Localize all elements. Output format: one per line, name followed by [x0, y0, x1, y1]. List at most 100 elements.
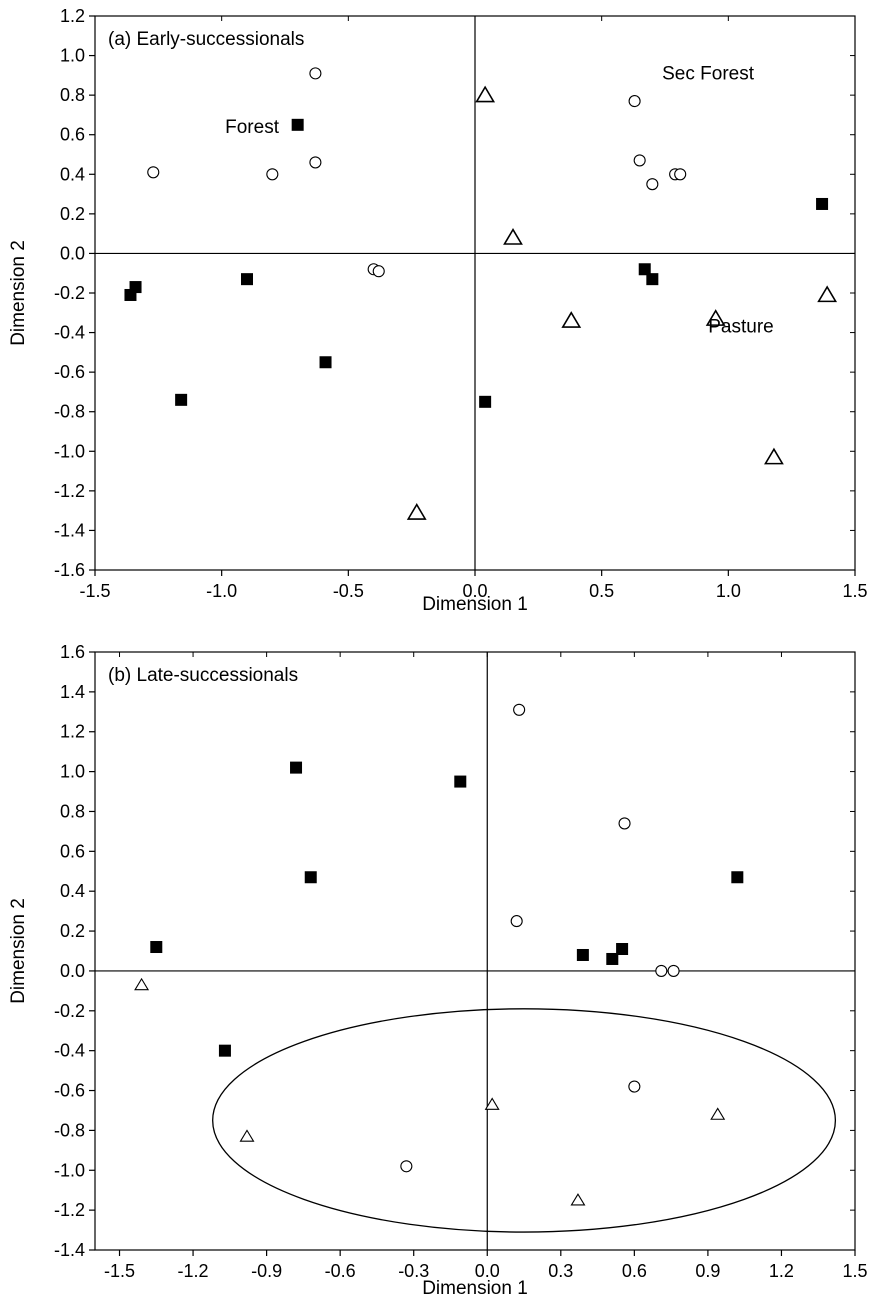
y-tick-label: 1.4 [60, 682, 85, 702]
data-point-square [290, 761, 303, 774]
y-axis-title: Dimension 2 [8, 240, 29, 346]
y-tick-label: 0.6 [60, 841, 85, 861]
y-axis-title: Dimension 2 [8, 898, 29, 1004]
data-point-triangle [817, 285, 838, 303]
y-tick-label: -0.2 [54, 1001, 85, 1021]
data-point-circle [372, 265, 385, 278]
x-tick-label: 1.5 [842, 1261, 867, 1281]
data-point-circle [266, 168, 279, 181]
data-point-circle [646, 178, 659, 191]
data-point-square [218, 1044, 231, 1057]
y-tick-label: 0.8 [60, 801, 85, 821]
data-point-square [291, 118, 304, 131]
y-tick-label: -0.4 [54, 1041, 85, 1061]
data-point-circle [667, 964, 680, 977]
y-tick-label: -1.0 [54, 1160, 85, 1180]
data-point-triangle [406, 503, 427, 520]
data-point-square [454, 775, 467, 788]
x-tick-label: 0.3 [548, 1261, 573, 1281]
x-tick-label: -0.5 [333, 581, 364, 601]
chart-panel-a: -1.5 -1.0 -0.5 0.0 0.5 1.0 1.5 1.2 1.0 0.8 0.6 0.4 0… [8, 6, 868, 615]
y-tick-label: -1.2 [54, 481, 85, 501]
y-tick-label: 1.0 [60, 762, 85, 782]
annotation-label: Pasture [708, 317, 773, 338]
data-point-circle [633, 154, 646, 167]
data-point-square [731, 871, 744, 884]
y-tick-label: 1.2 [60, 722, 85, 742]
y-tick-label: -0.2 [54, 283, 85, 303]
data-point-square [616, 943, 629, 956]
grouping-ellipse [212, 1008, 837, 1233]
x-tick-label: 0.6 [622, 1261, 647, 1281]
panel-label: (a) Early-successionals [108, 29, 304, 50]
y-tick-label: 0.2 [60, 921, 85, 941]
y-tick-label: 0.0 [60, 961, 85, 981]
data-point-square [241, 273, 253, 286]
data-point-square [319, 356, 332, 369]
data-point-square [816, 197, 829, 210]
x-tick-label: 0.0 [475, 1261, 500, 1281]
data-point-triangle [134, 977, 150, 991]
data-point-triangle [570, 1193, 586, 1206]
y-tick-label: 0.0 [60, 243, 85, 263]
plot-frame [94, 651, 856, 1251]
x-tick-label: -1.5 [79, 581, 110, 601]
data-point-square [304, 871, 317, 884]
annotation-label: Sec Forest [662, 63, 755, 84]
y-tick-label: -1.2 [54, 1200, 85, 1220]
x-tick-label: 0.5 [589, 581, 614, 601]
x-tick-label: 1.0 [716, 581, 741, 601]
data-point-circle [628, 1080, 641, 1093]
x-axis-title: Dimension 1 [422, 1278, 528, 1299]
data-point-triangle [503, 228, 523, 245]
y-tick-label: -1.6 [54, 560, 85, 580]
data-point-square [129, 281, 142, 294]
x-tick-label: 0.9 [695, 1261, 720, 1281]
x-tick-label: 1.5 [842, 581, 867, 601]
x-tick-label: -1.0 [206, 581, 237, 601]
data-point-square [175, 393, 188, 406]
x-tick-label: -1.2 [178, 1261, 209, 1281]
chart-panel-b: -1.5 -1.2 -0.9 -0.6 -0.3 0.0 0.3 0.6 0.9 1.2 1.5 1.… [8, 642, 868, 1299]
data-point-circle [147, 166, 160, 179]
x-axis-title: Dimension 1 [422, 594, 528, 615]
data-point-square [479, 395, 492, 408]
x-tick-label: 1.2 [769, 1261, 794, 1281]
x-tick-label: -0.9 [251, 1261, 282, 1281]
data-point-circle [309, 156, 322, 169]
data-point-circle [674, 168, 687, 181]
data-point-circle [309, 67, 322, 80]
y-tick-label: -0.6 [54, 1081, 85, 1101]
data-point-square [576, 948, 589, 961]
data-point-triangle [484, 1097, 500, 1110]
data-point-triangle [764, 447, 784, 465]
x-tick-label: -1.5 [104, 1261, 135, 1281]
data-point-circle [618, 817, 631, 830]
data-point-circle [628, 95, 641, 108]
y-tick-label: -0.4 [54, 323, 85, 343]
annotation-label: Forest [225, 117, 280, 138]
data-point-square [606, 952, 619, 965]
y-tick-label: 0.6 [60, 125, 85, 145]
y-tick-label: 1.6 [60, 642, 85, 662]
data-point-circle [513, 703, 526, 716]
data-point-circle [400, 1160, 413, 1173]
x-tick-label: -0.6 [325, 1261, 356, 1281]
data-point-circle [510, 915, 523, 928]
y-tick-label: 0.8 [60, 85, 85, 105]
y-tick-label: -1.4 [54, 520, 85, 540]
y-tick-label: -1.4 [54, 1240, 85, 1260]
data-point-triangle [705, 309, 726, 326]
y-tick-label: 0.2 [60, 204, 85, 224]
y-tick-label: 0.4 [60, 881, 85, 901]
data-point-circle [655, 964, 668, 977]
data-point-triangle [710, 1107, 726, 1120]
x-tick-label: -0.3 [398, 1261, 429, 1281]
data-point-square [150, 941, 163, 954]
data-point-square [638, 263, 651, 276]
data-point-square [646, 273, 659, 286]
y-tick-label: -0.8 [54, 1120, 85, 1140]
y-tick-label: 1.2 [60, 6, 85, 26]
